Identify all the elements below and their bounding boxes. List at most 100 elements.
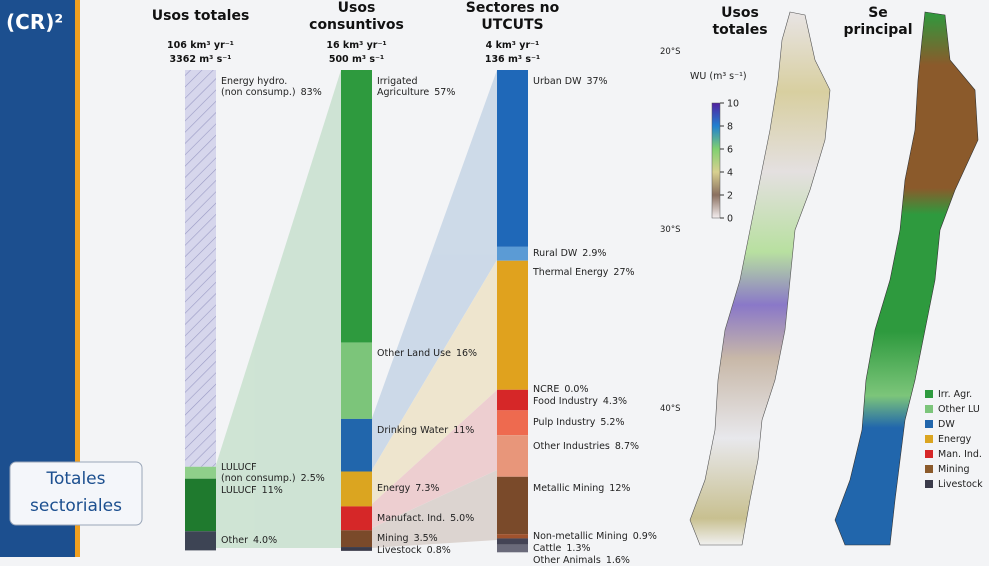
value-label: 2.5%	[300, 472, 325, 484]
bar-segment	[341, 506, 372, 531]
legend-entry: Food Industry	[533, 396, 598, 408]
flows	[215, 70, 497, 548]
colorbar-tick-label: 0	[727, 214, 733, 225]
colorbar	[711, 102, 721, 219]
value-label: 12%	[609, 482, 631, 494]
value-label: 1.3%	[566, 542, 591, 554]
legend-swatch	[925, 420, 933, 428]
value-label: 5.2%	[600, 417, 625, 429]
bar-segment	[497, 70, 528, 247]
legend-entry: Cattle	[533, 542, 562, 554]
map-title: Usos totales	[712, 5, 768, 38]
logo: (CR)²	[6, 10, 64, 34]
bar-segment	[341, 342, 372, 419]
value-label: 4.3%	[602, 396, 628, 408]
legend-label: Livestock	[938, 479, 983, 490]
segment-label: Irrigated Agriculture 57%	[377, 76, 455, 98]
bar-segment	[497, 476, 528, 535]
segment-label: Energy hydro. (non consump.) 83%	[221, 76, 322, 98]
legend-swatch	[925, 480, 933, 488]
value-label: 11%	[261, 484, 283, 496]
total-label: 136 m³ s⁻¹	[484, 54, 541, 65]
segment-label: NCRE 0.0%	[533, 384, 588, 395]
legend-entry: LULUCF (non consump.)	[221, 461, 296, 484]
legend-swatch	[925, 405, 933, 413]
legend-entry: Other Industries	[533, 441, 610, 453]
side-box	[9, 461, 143, 526]
legend-entry: Non-metallic Mining	[533, 530, 628, 542]
value-label: 2.9%	[582, 248, 607, 260]
value-label: 0.0%	[564, 384, 589, 396]
legend-entry: Livestock	[377, 545, 422, 557]
legend-label: Other LU	[938, 404, 980, 415]
lat-label: 40°S	[660, 404, 681, 414]
value-label: 37%	[586, 76, 608, 87]
segment-label: Other Land Use 16%	[377, 348, 477, 359]
bar-segment	[341, 418, 372, 472]
bar-segment	[341, 471, 372, 507]
legend-entry: Mining	[377, 533, 409, 545]
bar-segment	[497, 389, 528, 411]
segment-label: Rural DW 2.9%	[533, 248, 606, 259]
map-total-use	[689, 11, 831, 546]
legend-entry: Other Land Use	[377, 348, 451, 360]
segment-label: Urban DW 37%	[533, 76, 608, 87]
legend-label: Energy	[938, 434, 972, 445]
bar-segment	[185, 466, 216, 479]
value-label: 0.9%	[632, 530, 657, 542]
legend-entry: Thermal Energy	[533, 266, 609, 278]
legend-entry: Other Animals	[533, 554, 601, 566]
bar-segment	[497, 260, 528, 390]
value-label: 7.3%	[415, 483, 440, 495]
bar-segment	[497, 538, 528, 545]
legend-entry: Other	[221, 535, 248, 547]
segment-label: Non-metallic Mining 0.9%	[533, 531, 657, 542]
value-label: 1.6%	[605, 554, 630, 566]
total-label: 106 km³ yr⁻¹	[167, 40, 234, 51]
chart-title: Usos totales	[151, 8, 250, 24]
value-label: 16%	[455, 348, 478, 360]
total-label: 500 m³ s⁻¹	[328, 54, 385, 65]
colorbar-tick-label: 4	[727, 168, 733, 179]
legend-swatch	[925, 435, 933, 443]
colorbar-tick-label: 2	[727, 191, 733, 202]
legend-entry: LULUCF	[221, 484, 257, 496]
bar-segment	[185, 70, 216, 467]
segment-label: LULUCF (non consump.) 2.5%	[221, 462, 325, 484]
total-label: 4 km³ yr⁻¹	[485, 40, 540, 51]
legend-swatch	[925, 390, 933, 398]
bar-segment	[497, 246, 528, 261]
value-label: 5.0%	[450, 512, 475, 524]
segment-label: Manufact. Ind. 5.0%	[377, 513, 474, 524]
segment-label: Other Animals 1.6%	[533, 555, 630, 566]
bar-segment	[497, 534, 528, 539]
legend-entry: Rural DW	[533, 248, 578, 260]
segment-label: Mining 3.5%	[377, 533, 438, 544]
segment-label: Pulp Industry 5.2%	[533, 417, 625, 428]
bar-segment	[497, 544, 528, 553]
side-stripe	[75, 0, 80, 557]
bar-segment	[185, 531, 216, 551]
value-label: 3.5%	[413, 533, 438, 545]
value-label: 0.8%	[426, 545, 451, 557]
bar-segment	[341, 70, 372, 343]
colorbar-label: WU (m³ s⁻¹)	[690, 71, 747, 82]
legend-entry: Energy hydro. (non consump.)	[221, 76, 296, 98]
total-label: 3362 m³ s⁻¹	[169, 54, 232, 65]
segment-label: Cattle 1.3%	[533, 543, 591, 554]
colorbar-tick-label: 8	[727, 122, 733, 133]
colorbar-tick-label: 6	[727, 145, 733, 156]
legend-entry: Drinking Water	[377, 424, 449, 436]
bar-segment	[497, 410, 528, 436]
chart-title: Sectores no UTCUTS	[465, 0, 560, 33]
legend-label: DW	[938, 419, 955, 430]
legend-entry: Irrigated Agriculture	[377, 76, 430, 98]
value-label: 4.0%	[252, 535, 278, 547]
total-label: 16 km³ yr⁻¹	[326, 40, 387, 51]
chart-title: Usos consuntivos	[309, 0, 404, 33]
segment-label: Food Industry 4.3%	[533, 396, 627, 407]
lat-label: 20°S	[660, 47, 681, 57]
segment-label: Energy 7.3%	[377, 483, 439, 494]
legend-swatch	[925, 465, 933, 473]
